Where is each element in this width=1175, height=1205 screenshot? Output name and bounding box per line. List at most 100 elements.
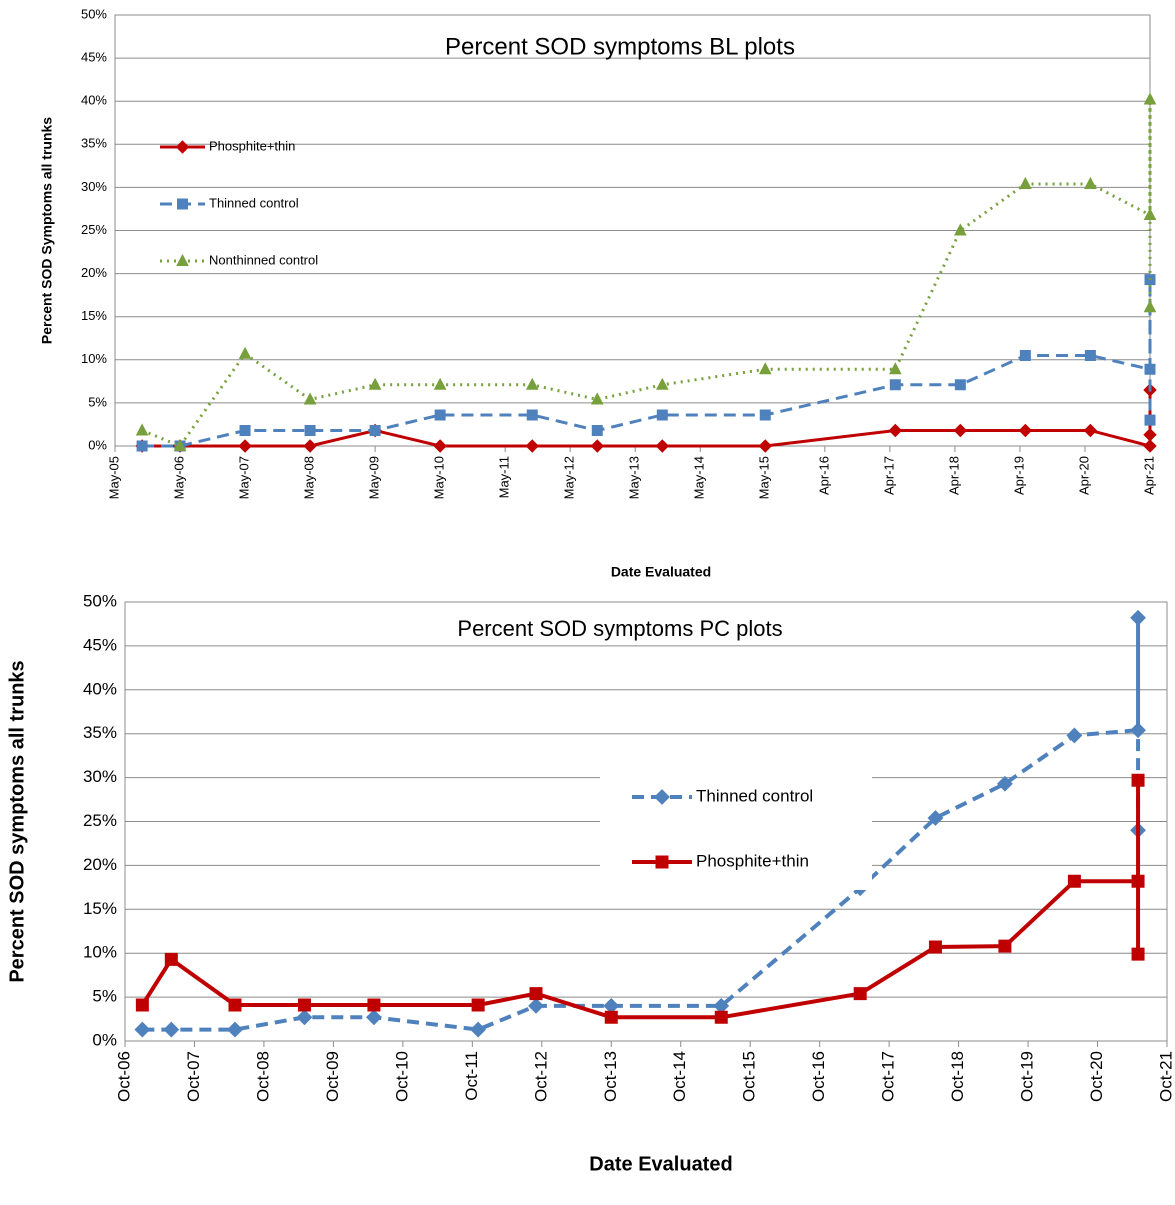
y-tick-label: 15% (81, 308, 107, 323)
x-tick-label: Oct-18 (948, 1051, 967, 1102)
marker (888, 362, 902, 375)
marker (928, 940, 942, 954)
x-tick-label: May-09 (367, 456, 382, 499)
marker (1083, 423, 1098, 438)
x-tick-label: Apr-19 (1011, 456, 1026, 495)
marker (1084, 176, 1097, 189)
marker (470, 1021, 487, 1038)
marker (228, 998, 242, 1012)
marker (135, 998, 149, 1012)
marker (369, 424, 381, 436)
marker (1144, 414, 1156, 426)
x-tick-label: Apr-18 (946, 456, 961, 495)
marker (227, 1021, 243, 1038)
chart-title: Percent SOD symptoms PC plots (457, 616, 782, 641)
marker (953, 423, 968, 438)
y-tick-label: 25% (83, 811, 117, 830)
y-tick-label: 15% (83, 899, 117, 918)
marker (303, 439, 317, 453)
x-tick-label: May-15 (757, 456, 772, 499)
marker (1019, 176, 1032, 189)
marker (590, 392, 604, 405)
series-line (140, 780, 1141, 1020)
x-tick-label: Oct-09 (323, 1051, 342, 1102)
y-tick-label: 35% (83, 723, 117, 742)
marker (954, 223, 967, 236)
marker (714, 1010, 728, 1024)
x-tick-label: Oct-14 (670, 1051, 689, 1102)
marker (164, 952, 178, 966)
marker (927, 810, 944, 826)
y-axis-label: Percent SOD Symptoms all trunks (39, 117, 55, 344)
marker (1130, 609, 1146, 626)
marker (1143, 300, 1157, 313)
y-tick-label: 20% (83, 855, 117, 874)
x-tick-label: May-08 (302, 456, 317, 499)
marker (1067, 874, 1081, 888)
series-line (142, 279, 1152, 448)
x-tick-label: May-11 (497, 456, 512, 498)
legend-label: Phosphite+thin (209, 138, 295, 153)
x-tick-label: May-13 (627, 456, 642, 499)
marker (176, 253, 189, 266)
y-tick-label: 10% (83, 943, 117, 962)
marker (1018, 423, 1033, 438)
marker (434, 409, 446, 421)
marker (297, 998, 311, 1012)
y-tick-label: 45% (83, 635, 117, 654)
x-tick-label: Oct-08 (253, 1051, 272, 1102)
marker (304, 424, 316, 436)
y-axis-label: Percent SOD symptoms all trunks (6, 660, 28, 982)
marker (296, 1009, 313, 1026)
x-tick-label: Apr-16 (816, 456, 831, 495)
x-tick-label: Oct-19 (1018, 1051, 1037, 1102)
legend-label: Nonthinned control (209, 252, 318, 267)
x-tick-label: Oct-13 (601, 1051, 620, 1102)
marker (758, 439, 772, 453)
marker (1131, 874, 1145, 888)
y-tick-label: 0% (88, 437, 107, 452)
series-line (142, 617, 1141, 1032)
marker (758, 362, 772, 375)
marker (175, 140, 190, 154)
y-tick-label: 50% (83, 591, 117, 610)
plot-border (124, 601, 1168, 1042)
marker (303, 392, 317, 405)
marker (525, 439, 539, 453)
x-tick-label: May-10 (432, 456, 447, 499)
x-tick-label: May-07 (236, 456, 251, 499)
marker (998, 939, 1012, 953)
x-tick-label: May-12 (562, 456, 577, 499)
x-tick-label: May-14 (692, 456, 707, 499)
marker (525, 377, 539, 390)
marker (888, 423, 903, 438)
marker (1066, 727, 1083, 744)
y-tick-label: 40% (81, 93, 107, 108)
marker (238, 346, 252, 359)
marker (1143, 428, 1157, 442)
x-tick-label: Oct-20 (1087, 1051, 1106, 1102)
marker (590, 439, 604, 453)
legend-box (600, 769, 872, 890)
x-tick-label: May-06 (171, 456, 186, 499)
chart-title: Percent SOD symptoms BL plots (445, 33, 795, 60)
y-tick-label: 50% (81, 6, 107, 21)
y-tick-label: 40% (83, 679, 117, 698)
y-tick-label: 25% (81, 222, 107, 237)
y-tick-label: 0% (92, 1030, 117, 1049)
legend-label: Thinned control (696, 786, 813, 805)
x-tick-label: Oct-07 (184, 1051, 203, 1102)
x-tick-label: Oct-15 (740, 1051, 759, 1102)
x-tick-label: Oct-10 (392, 1051, 411, 1102)
marker (528, 997, 544, 1014)
marker (135, 423, 149, 436)
marker (604, 1010, 618, 1024)
legend-label: Thinned control (209, 195, 299, 210)
marker (136, 440, 148, 452)
marker (1131, 773, 1145, 787)
y-tick-label: 5% (92, 987, 117, 1006)
y-tick-label: 35% (81, 136, 107, 151)
marker (655, 855, 669, 869)
marker (1130, 722, 1146, 739)
